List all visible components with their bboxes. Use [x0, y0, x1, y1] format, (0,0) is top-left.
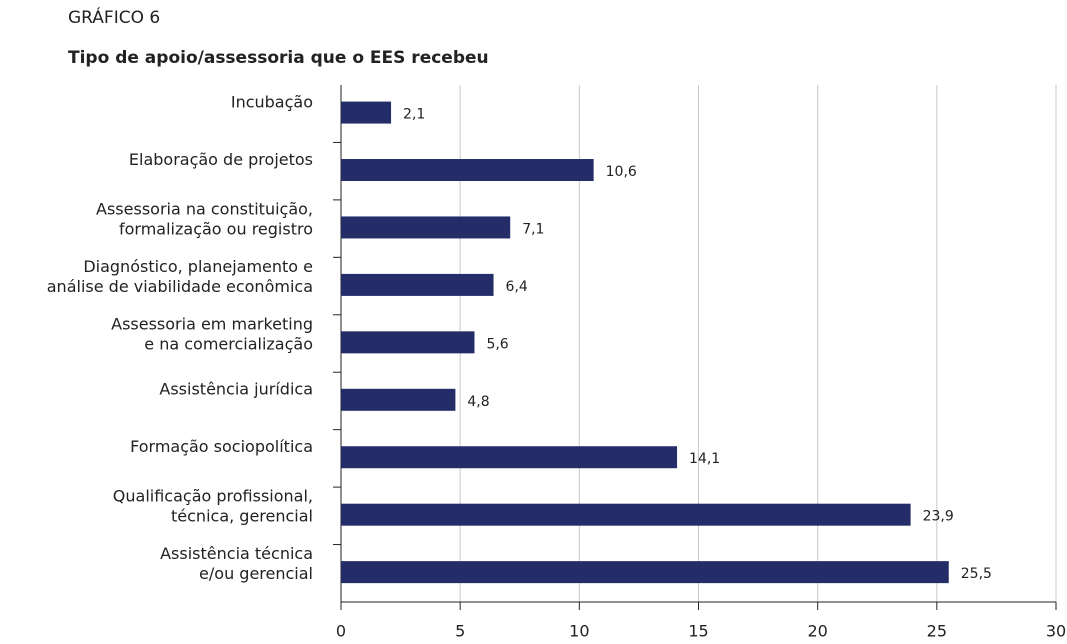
value-label: 7,1	[522, 221, 544, 237]
y-tick-label: Elaboração de projetos	[129, 150, 313, 169]
x-tick-label: 10	[569, 622, 589, 641]
x-tick-label: 0	[336, 622, 346, 641]
value-label: 14,1	[689, 451, 720, 467]
value-label: 23,9	[923, 509, 954, 525]
x-tick-label: 25	[927, 622, 947, 641]
bar	[341, 159, 594, 182]
bar	[341, 216, 511, 239]
y-tick-label: Formação sociopolítica	[130, 437, 313, 456]
value-label: 2,1	[403, 107, 425, 123]
y-tick-label: Qualificação profissional,	[113, 487, 313, 506]
y-tick-label: e na comercialização	[144, 334, 313, 353]
y-tick-label: formalização ou registro	[119, 219, 313, 238]
bar	[341, 273, 494, 296]
y-tick-label: Diagnóstico, planejamento e	[83, 257, 313, 276]
bar	[341, 446, 678, 469]
y-tick-label: Assistência técnica	[160, 544, 313, 563]
bar	[341, 101, 392, 124]
value-label: 5,6	[486, 336, 508, 352]
value-label: 4,8	[467, 394, 489, 410]
y-tick-label: Assessoria em marketing	[111, 314, 313, 333]
x-tick-label: 5	[455, 622, 465, 641]
bar	[341, 388, 456, 411]
x-tick-label: 15	[688, 622, 708, 641]
value-label: 10,6	[606, 164, 637, 180]
bar	[341, 561, 949, 584]
y-tick-label: e/ou gerencial	[199, 564, 313, 583]
y-tick-label: Assistência jurídica	[159, 380, 313, 399]
bar	[341, 331, 475, 354]
y-tick-label: Incubação	[231, 93, 313, 112]
chart-kicker: GRÁFICO 6	[68, 6, 160, 28]
value-label: 25,5	[961, 566, 992, 582]
y-tick-label: análise de viabilidade econômica	[47, 277, 313, 296]
y-tick-label: técnica, gerencial	[171, 507, 313, 526]
value-label: 6,4	[506, 279, 528, 295]
x-tick-label: 20	[807, 622, 827, 641]
bar	[341, 503, 911, 526]
x-tick-label: 30	[1046, 622, 1066, 641]
chart-title: Tipo de apoio/assessoria que o EES receb…	[68, 48, 489, 68]
y-tick-label: Assessoria na constituição,	[96, 199, 313, 218]
